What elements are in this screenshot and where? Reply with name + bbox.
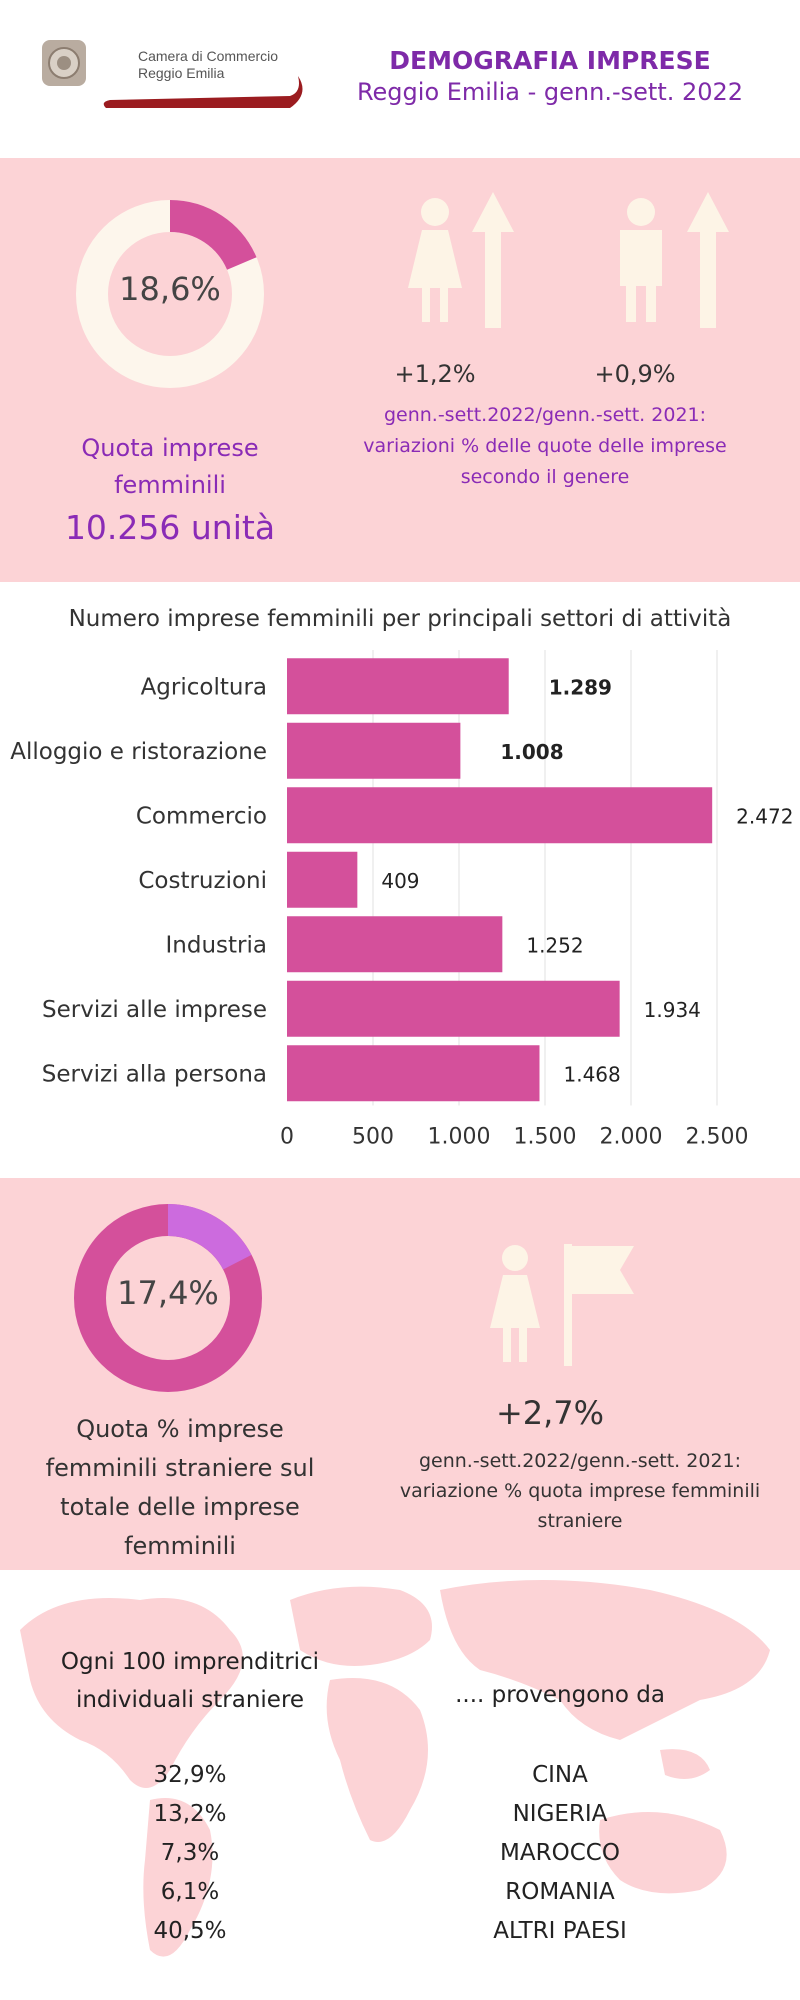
bar (287, 658, 509, 715)
logo-line2: Reggio Emilia (138, 65, 225, 81)
foreign-note-line1: genn.-sett.2022/genn.-sett. 2021: (418, 1450, 742, 1472)
x-tick-label: 2.500 (686, 1125, 749, 1150)
foreign-note-line3: straniere (537, 1510, 623, 1532)
category-label: Costruzioni (138, 868, 267, 894)
gender-note-line1: genn.-sett.2022/genn.-sett. 2021: (383, 404, 707, 426)
origin-percentage: 6,1% (160, 1879, 220, 1905)
origin-right-title: .... provengono da (455, 1682, 665, 1708)
origin-percentage: 7,3% (160, 1840, 220, 1866)
origin-country: ALTRI PAESI (493, 1918, 627, 1944)
origin-country: NIGERIA (512, 1801, 608, 1827)
value-label: 409 (381, 869, 419, 893)
world-map-icon (20, 1580, 770, 1957)
foreign-label-line3: totale delle imprese (60, 1493, 300, 1521)
female-share-label-line1: Quota imprese (81, 434, 259, 462)
category-label: Industria (166, 932, 267, 958)
header (0, 0, 800, 158)
gender-note-line3: secondo il genere (460, 466, 630, 488)
female-share-label: Quota imprese femminili (40, 430, 300, 504)
x-tick-label: 2.000 (600, 1125, 663, 1150)
page-subtitle: Reggio Emilia - genn.-sett. 2022 (356, 78, 744, 106)
logo-swoosh (103, 76, 303, 108)
x-tick-label: 0 (280, 1125, 294, 1150)
foreign-label-line2: femminili straniere sul (45, 1454, 315, 1482)
x-tick-label: 500 (352, 1125, 394, 1150)
origin-percentages: 32,9% 13,2% 7,3% 6,1% 40,5% (100, 1756, 280, 1951)
x-tick-label: 1.500 (514, 1125, 577, 1150)
bar (287, 916, 503, 973)
category-label: Alloggio e ristorazione (10, 739, 267, 765)
gender-change-note: genn.-sett.2022/genn.-sett. 2021: variaz… (330, 400, 760, 493)
origin-percentage: 40,5% (153, 1918, 227, 1944)
value-label: 1.008 (500, 740, 563, 764)
female-change: +1,2% (394, 360, 476, 388)
logo-text: Camera di Commercio Reggio Emilia (138, 48, 278, 82)
category-label: Servizi alla persona (42, 1061, 267, 1087)
donut-segment (76, 200, 264, 388)
origin-country: MAROCCO (500, 1840, 620, 1866)
value-label: 1.468 (563, 1062, 620, 1086)
foreign-share-donut (74, 1204, 262, 1392)
value-label: 1.252 (526, 933, 583, 957)
category-label: Servizi alle imprese (42, 997, 267, 1023)
origin-percentage: 32,9% (153, 1762, 227, 1788)
gender-note-line2: variazioni % delle quote delle imprese (363, 435, 727, 457)
foreign-change-note: genn.-sett.2022/genn.-sett. 2021: variaz… (380, 1446, 780, 1536)
foreign-label-line1: Quota % imprese (76, 1415, 284, 1443)
bar (287, 851, 358, 908)
value-label: 2.472 (736, 804, 793, 828)
female-share-value: 18,6% (119, 270, 221, 308)
x-tick-label: 1.000 (428, 1125, 491, 1150)
bar (287, 980, 620, 1037)
origin-country: CINA (532, 1762, 588, 1788)
chart-title: Numero imprese femminili per principali … (68, 606, 732, 632)
chamber-logo (42, 40, 303, 108)
foreign-change: +2,7% (495, 1394, 605, 1432)
female-share-label-line2: femminili (114, 471, 226, 499)
foreign-share-label: Quota % imprese femminili straniere sul … (20, 1410, 340, 1566)
category-label: Commercio (136, 803, 267, 829)
female-icon (408, 198, 462, 322)
female-share-donut (76, 200, 264, 388)
bar (287, 787, 713, 844)
value-label: 1.289 (549, 675, 612, 699)
donut-segment (74, 1204, 262, 1392)
value-label: 1.934 (644, 998, 701, 1022)
female-icon (490, 1245, 540, 1362)
bar (287, 1045, 540, 1102)
flag-icon (564, 1244, 634, 1366)
category-label: Agricoltura (141, 674, 267, 700)
foreign-note-line2: variazione % quota imprese femminili (399, 1480, 761, 1502)
up-arrow-icon (687, 192, 729, 328)
female-units: 10.256 unità (64, 508, 276, 547)
origin-countries: CINA NIGERIA MAROCCO ROMANIA ALTRI PAESI (440, 1756, 680, 1951)
up-arrow-icon (472, 192, 514, 328)
bar (287, 722, 461, 779)
origin-left-title-line1: Ogni 100 imprenditrici (60, 1649, 320, 1675)
origin-country: ROMANIA (505, 1879, 615, 1905)
male-icon (620, 198, 662, 322)
foreign-label-line4: femminili (124, 1532, 236, 1560)
origin-left-title: Ogni 100 imprenditrici individuali stran… (40, 1643, 340, 1719)
origin-percentage: 13,2% (153, 1801, 227, 1827)
logo-line1: Camera di Commercio (138, 48, 279, 64)
male-change: +0,9% (594, 360, 676, 388)
foreign-share-value: 17,4% (117, 1274, 219, 1312)
page-title: DEMOGRAFIA IMPRESE (389, 46, 711, 75)
seal-icon (42, 40, 86, 86)
sector-bar-chart: Agricoltura Alloggio e ristorazione Commer… (10, 650, 793, 1150)
origin-left-title-line2: individuali straniere (75, 1687, 305, 1713)
